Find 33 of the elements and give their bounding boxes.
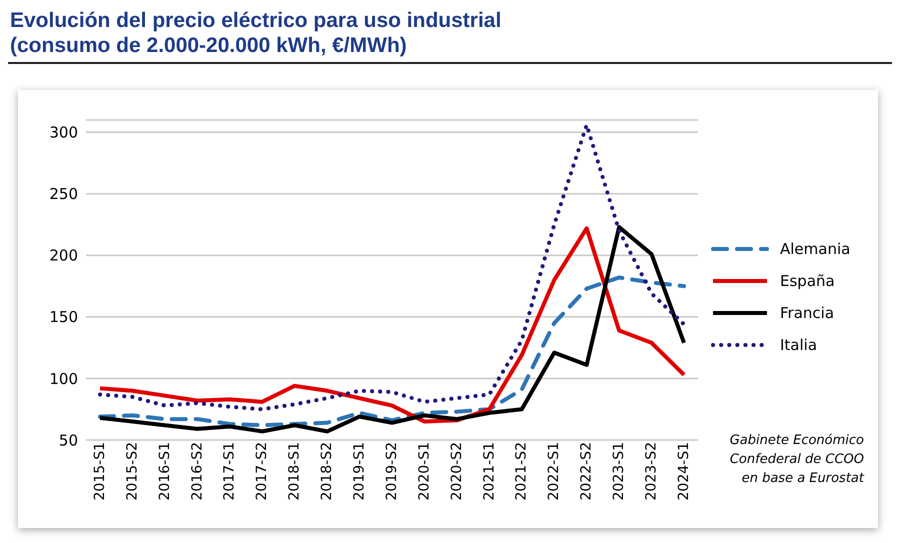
legend-label: Italia xyxy=(780,336,818,354)
y-tick-label: 250 xyxy=(49,185,78,204)
text: Gabinete Económico Confederal de CCOO en base a Eurostat xyxy=(730,432,864,488)
line-series xyxy=(98,276,686,428)
x-tick-label: 2018-S2 xyxy=(319,442,336,500)
y-tick-label: 50 xyxy=(58,431,78,450)
legend-label: Francia xyxy=(780,304,834,322)
y-tick-label: 300 xyxy=(49,124,78,142)
legend-label: Alemania xyxy=(780,240,850,258)
line-series xyxy=(98,122,686,412)
x-tick-label: 2023-S1 xyxy=(611,442,628,500)
x-tick-label: 2023-S2 xyxy=(643,442,660,500)
x-tick-label: 2017-S1 xyxy=(222,442,238,500)
x-tick-label: 2019-S2 xyxy=(384,442,400,500)
x-tick-label: 2021-S1 xyxy=(481,442,498,500)
x-tick-label: 2022-S1 xyxy=(546,442,562,500)
x-tick-label: 2020-S2 xyxy=(448,442,465,500)
chart-title: Evolución del precio eléctrico para uso industrial (consumo de 2.000-20.000 kWh, €/MWh) xyxy=(10,8,502,58)
y-tick-label: 100 xyxy=(49,370,78,388)
x-tick-label: 2024-S1 xyxy=(676,442,692,500)
x-tick-label: 2015-S2 xyxy=(124,442,140,500)
legend-label: España xyxy=(780,272,835,290)
y-tick-label: 200 xyxy=(49,246,78,265)
x-tick-label: 2015-S1 xyxy=(92,442,108,500)
x-tick-label: 2017-S2 xyxy=(254,442,270,500)
x-tick-label: 2021-S2 xyxy=(514,442,530,500)
x-tick-label: 2018-S1 xyxy=(286,442,303,500)
x-tick-label: 2016-S2 xyxy=(189,442,206,500)
y-tick-label: 150 xyxy=(49,308,78,326)
x-tick-label: 2022-S2 xyxy=(578,442,595,500)
x-tick-label: 2020-S1 xyxy=(416,442,432,500)
x-tick-label: 2016-S1 xyxy=(156,442,173,500)
x-tick-label: 2019-S1 xyxy=(351,442,368,500)
